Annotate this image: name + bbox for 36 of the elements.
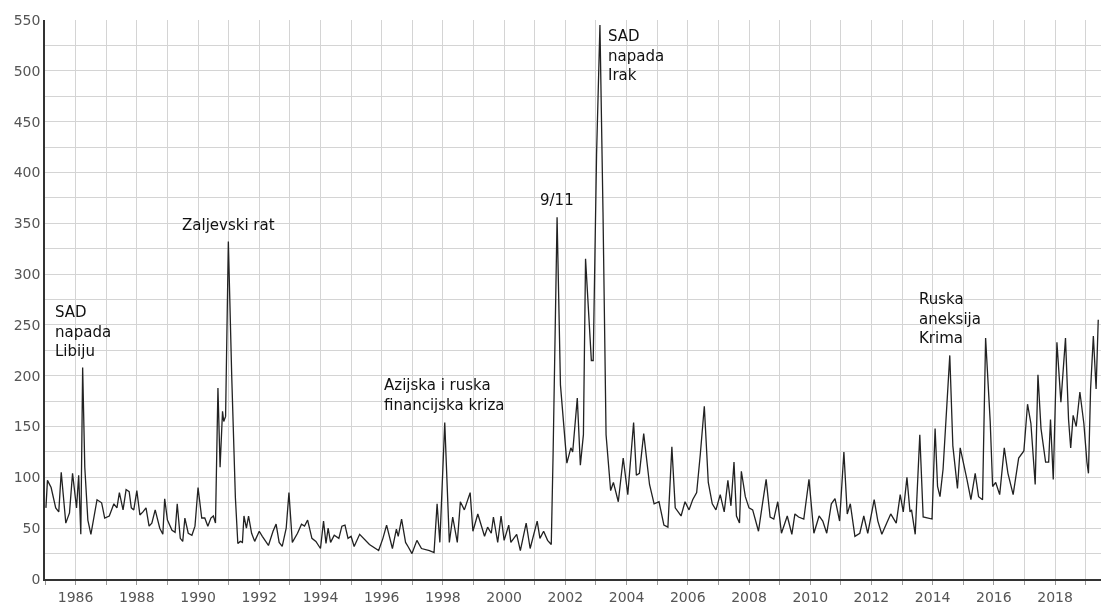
x-tick-label: 1992: [241, 588, 278, 605]
x-tick-label: 2014: [914, 588, 951, 605]
annotation: Azijska i ruska financijska kriza: [384, 376, 505, 414]
line-series: [45, 24, 1099, 555]
y-tick-label: 550: [13, 11, 41, 28]
y-tick-label: 400: [13, 164, 41, 181]
x-tick-label: 2004: [608, 588, 645, 605]
y-tick-label: 150: [13, 418, 41, 435]
y-tick-label: 50: [22, 520, 41, 537]
x-tick-label: 2018: [1037, 588, 1073, 605]
y-tick-label: 200: [13, 367, 41, 384]
x-tick-label: 1988: [119, 588, 155, 605]
x-tick-label: 2002: [547, 588, 584, 605]
x-tick-label: 1996: [363, 588, 400, 605]
annotation: Zaljevski rat: [182, 216, 275, 234]
x-tick-label: 2000: [486, 588, 522, 605]
x-tick-label: 2010: [792, 588, 829, 605]
x-tick-label: 2016: [976, 588, 1012, 605]
x-tick-label: 2012: [853, 588, 890, 605]
y-tick-label: 500: [13, 62, 41, 79]
y-tick-label: 300: [13, 265, 41, 282]
x-tick-label: 1990: [180, 588, 216, 605]
x-tick-label: 1994: [302, 588, 339, 605]
y-tick-label: 100: [13, 469, 41, 486]
y-tick-label: 250: [13, 316, 41, 333]
annotation: SAD napada Irak: [608, 27, 665, 84]
x-tick-label: 1998: [425, 588, 461, 605]
annotation: Ruska aneksija Krima: [919, 290, 981, 347]
annotation: 9/11: [540, 191, 574, 209]
y-tick-label: 450: [13, 113, 41, 130]
x-tick-label: 1986: [57, 588, 94, 605]
y-tick-label: 0: [31, 570, 41, 587]
x-tick-label: 2008: [731, 588, 767, 605]
y-tick-label: 350: [13, 215, 41, 232]
annotation: SAD napada Libiju: [55, 303, 112, 360]
x-tick-label: 2006: [669, 588, 706, 605]
